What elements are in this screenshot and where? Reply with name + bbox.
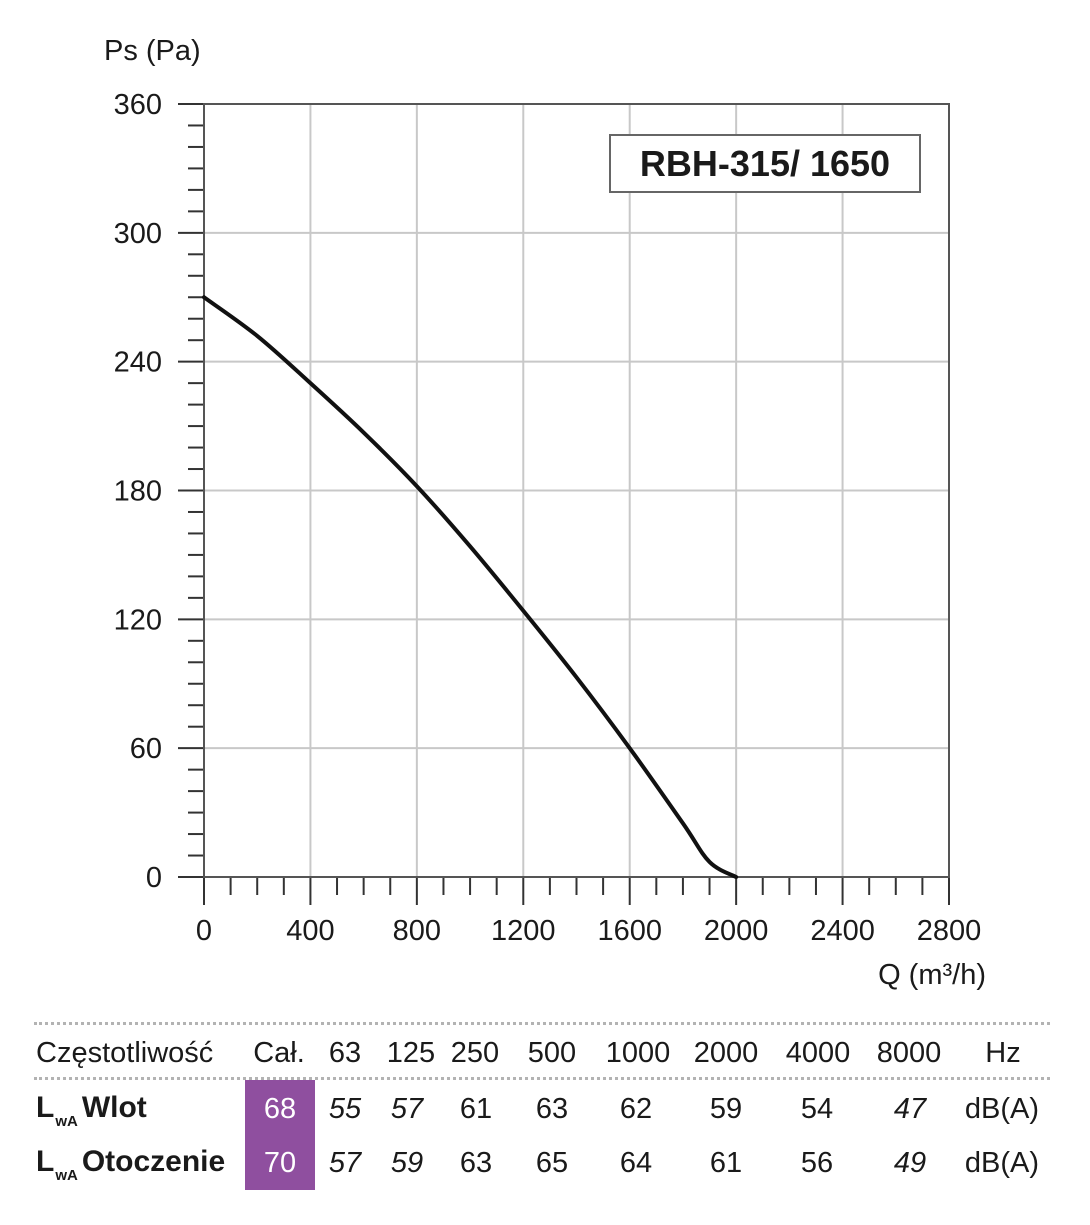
y-tick-label: 360 bbox=[114, 89, 162, 121]
y-tick-label: 60 bbox=[130, 733, 162, 765]
unit-wlot: dB(A) bbox=[964, 1093, 1040, 1125]
y-tick-label: 120 bbox=[114, 604, 162, 636]
y-tick-label: 300 bbox=[114, 218, 162, 250]
total-value-wlot: 68 bbox=[263, 1093, 297, 1125]
x-tick-label: 2800 bbox=[917, 915, 982, 947]
y-tick-label: 240 bbox=[114, 347, 162, 379]
row-label-wlot: LwA Wlot bbox=[36, 1091, 147, 1130]
value-wlot-4000: 54 bbox=[800, 1093, 834, 1125]
row-label-otoczenie: LwA Otoczenie bbox=[36, 1145, 226, 1184]
x-tick-label: 0 bbox=[196, 915, 212, 947]
value-otoczenie-125: 59 bbox=[390, 1147, 424, 1179]
x-tick-label: 400 bbox=[286, 915, 334, 947]
table-top-divider bbox=[34, 1022, 1050, 1025]
value-wlot-500: 63 bbox=[535, 1093, 569, 1125]
frequency-header-63: 63 bbox=[328, 1037, 362, 1069]
y-tick-label: 0 bbox=[146, 862, 162, 894]
frequency-header-2000: 2000 bbox=[693, 1037, 759, 1069]
value-otoczenie-1000: 64 bbox=[619, 1147, 653, 1179]
frequency-header-1000: 1000 bbox=[605, 1037, 671, 1069]
model-label-box bbox=[609, 134, 921, 193]
value-otoczenie-500: 65 bbox=[535, 1147, 569, 1179]
value-wlot-250: 61 bbox=[459, 1093, 493, 1125]
value-wlot-1000: 62 bbox=[619, 1093, 653, 1125]
total-highlight bbox=[245, 1080, 315, 1190]
frequency-header-250: 250 bbox=[450, 1037, 500, 1069]
fan-curve-chart: 0 60 120 180 240 300 360 0 400 800 1200 1600 2000 24… bbox=[104, 35, 986, 991]
unit-otoczenie: dB(A) bbox=[964, 1147, 1040, 1179]
x-tick-label: 1200 bbox=[491, 915, 556, 947]
value-otoczenie-63: 57 bbox=[328, 1147, 362, 1179]
hz-unit-label: Hz bbox=[985, 1037, 1021, 1069]
plot-frame bbox=[203, 103, 950, 878]
total-value-otoczenie: 70 bbox=[263, 1147, 297, 1179]
value-wlot-2000: 59 bbox=[709, 1093, 743, 1125]
y-tick-label: 180 bbox=[114, 476, 162, 508]
value-otoczenie-4000: 56 bbox=[800, 1147, 834, 1179]
frequency-header-500: 500 bbox=[527, 1037, 577, 1069]
total-header-label: Cał. bbox=[253, 1037, 305, 1069]
value-otoczenie-2000: 61 bbox=[709, 1147, 743, 1179]
x-tick-labels: 0 400 800 1200 1600 2000 2400 2800 bbox=[196, 915, 981, 947]
value-otoczenie-8000: 49 bbox=[893, 1147, 927, 1179]
frequency-header-label: Częstotliwość bbox=[36, 1037, 214, 1069]
frequency-header-4000: 4000 bbox=[785, 1037, 851, 1069]
x-tick-label: 800 bbox=[393, 915, 441, 947]
frequency-header-8000: 8000 bbox=[876, 1037, 942, 1069]
value-wlot-63: 55 bbox=[328, 1093, 362, 1125]
frequency-header-125: 125 bbox=[386, 1037, 436, 1069]
x-tick-label: 1600 bbox=[597, 915, 662, 947]
model-label: RBH-315/ 1650 bbox=[640, 143, 890, 184]
x-tick-label: 2000 bbox=[704, 915, 769, 947]
value-wlot-8000: 47 bbox=[893, 1093, 927, 1125]
series-line bbox=[202, 295, 739, 879]
value-wlot-125: 57 bbox=[390, 1093, 424, 1125]
minor-ticks bbox=[178, 103, 950, 905]
y-axis-label: Ps (Pa) bbox=[104, 35, 201, 67]
x-tick-label: 2400 bbox=[810, 915, 875, 947]
table-header-divider bbox=[34, 1077, 1050, 1080]
x-axis-label: Q (m³/h) bbox=[878, 959, 986, 991]
value-otoczenie-250: 63 bbox=[459, 1147, 493, 1179]
chart-grid bbox=[203, 103, 950, 878]
y-tick-labels: 0 60 120 180 240 300 360 bbox=[114, 89, 162, 894]
